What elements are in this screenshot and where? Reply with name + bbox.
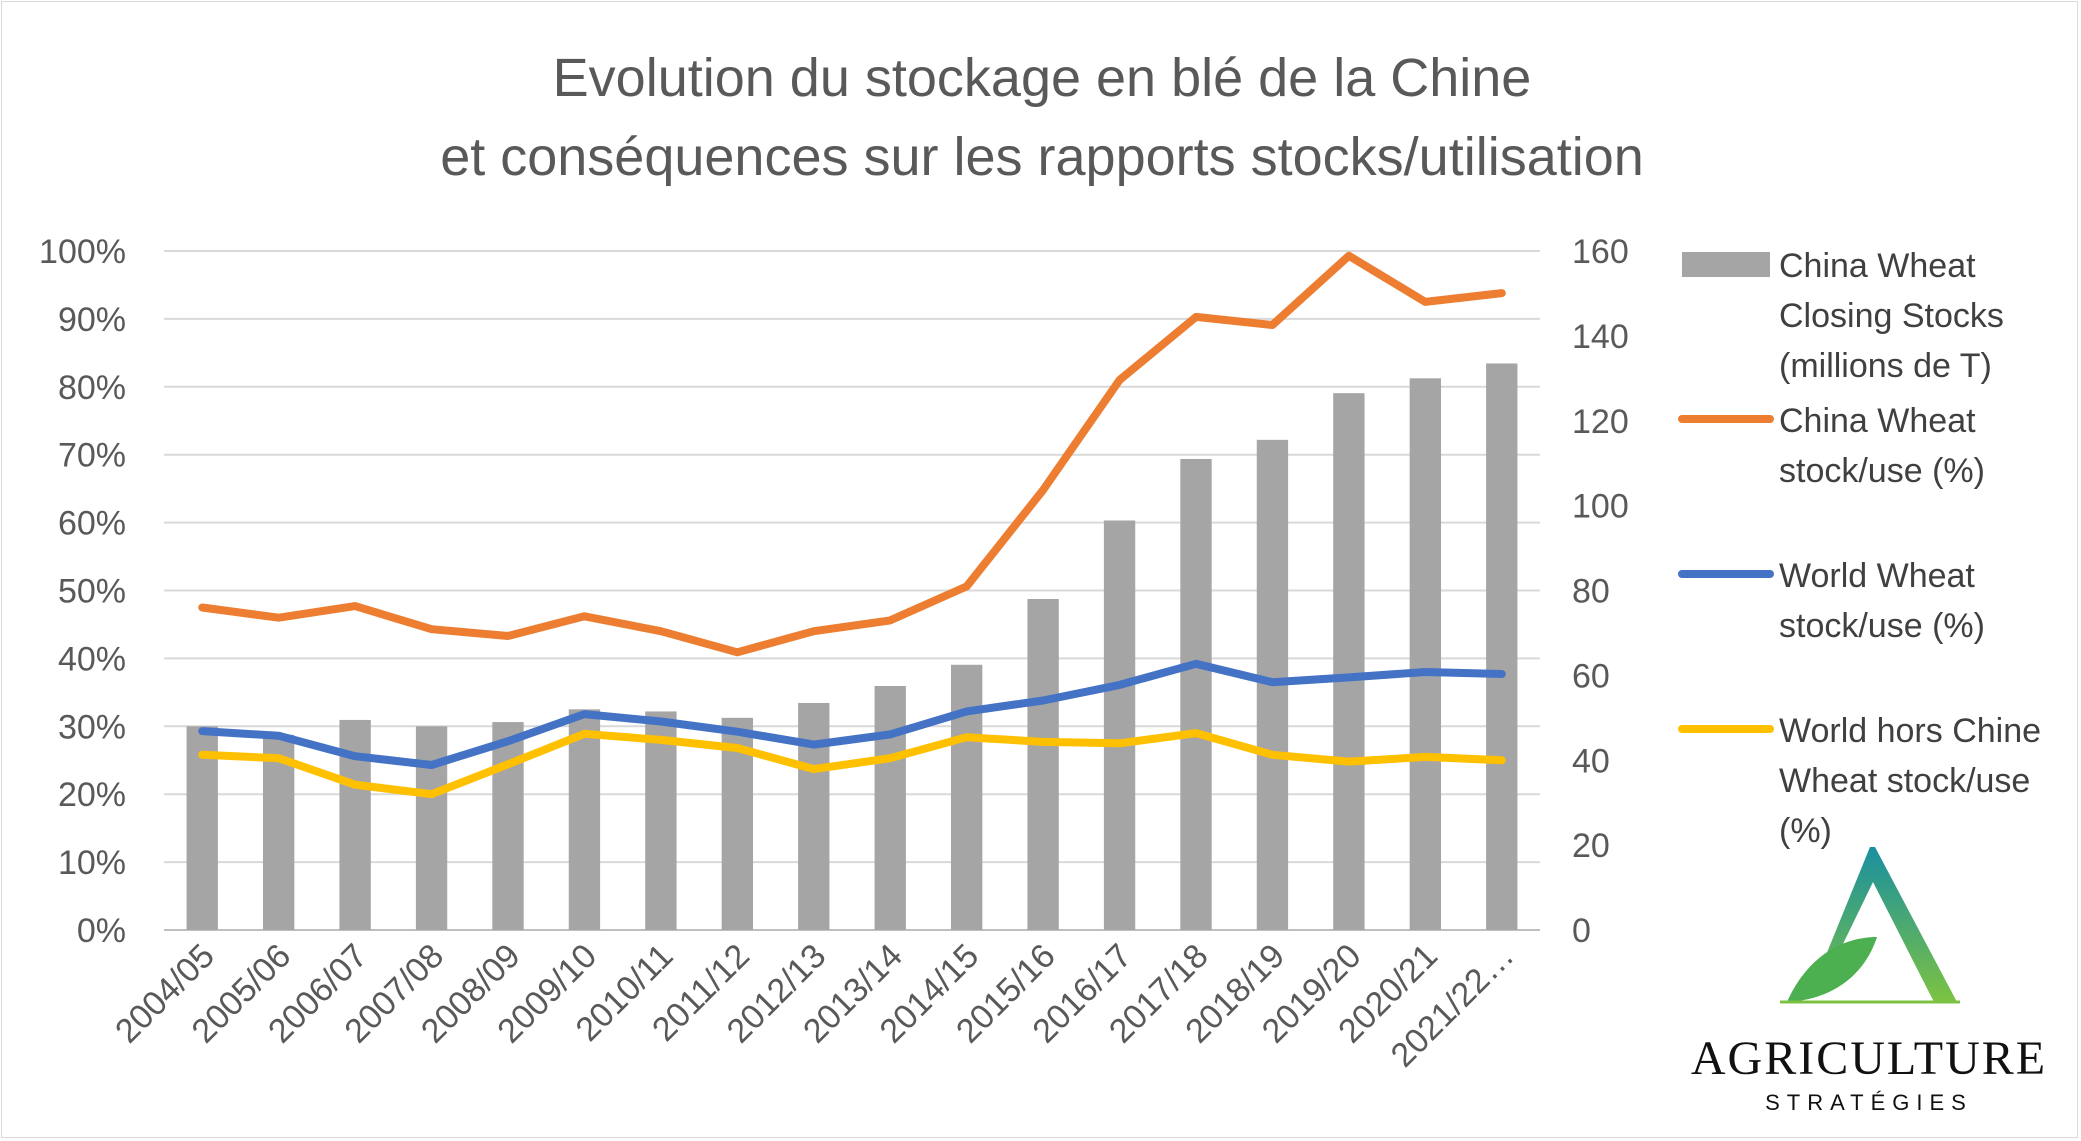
legend-label-china-stock-use-2: stock/use (%)	[1779, 452, 1985, 490]
bar-china-closing-stocks	[1027, 598, 1059, 930]
left-tick-label: 30%	[58, 708, 126, 746]
left-tick-label: 100%	[39, 233, 126, 271]
left-tick-label: 50%	[58, 573, 126, 611]
legend-label-world-ex-china-2: Wheat stock/use	[1779, 762, 2030, 800]
left-tick-label: 80%	[58, 369, 126, 407]
right-tick-label: 20	[1572, 827, 1610, 865]
right-tick-label: 120	[1572, 403, 1629, 441]
right-tick-label: 160	[1572, 233, 1629, 271]
bar-china-closing-stocks	[1486, 363, 1518, 931]
line-series	[198, 251, 1506, 799]
legend-label-world-stock-use-1: World Wheat	[1779, 557, 1975, 595]
bar-series	[186, 363, 1518, 931]
logo-letter-a-mark	[1817, 847, 1957, 1002]
line-world-ex-china-stock-use	[198, 729, 1506, 799]
logo-wordmark: AGRICULTURE	[1691, 1032, 2047, 1085]
right-axis: 0 20 40 60 80 100 120 140 160	[1572, 233, 1629, 950]
right-tick-label: 140	[1572, 318, 1629, 356]
legend-label-china-stock-use-1: China Wheat	[1779, 402, 1976, 440]
right-tick-label: 60	[1572, 657, 1610, 695]
bar-china-closing-stocks	[1409, 378, 1442, 930]
bar-china-closing-stocks	[186, 726, 218, 930]
bar-china-closing-stocks	[568, 709, 601, 930]
left-tick-label: 10%	[58, 844, 126, 882]
chart-title-line-2: et conséquences sur les rapports stocks/…	[440, 127, 1644, 187]
left-tick-label: 20%	[58, 776, 126, 814]
right-tick-label: 40	[1572, 742, 1610, 780]
bar-china-closing-stocks	[874, 685, 906, 930]
left-axis: 0% 10% 20% 30% 40% 50% 60% 70% 80% 90% 100%	[39, 233, 126, 950]
legend-label-world-stock-use-2: stock/use (%)	[1779, 607, 1985, 645]
logo-leaf-icon	[1787, 937, 1877, 1002]
legend-label-world-ex-china-3: (%)	[1779, 812, 1832, 850]
left-tick-label: 90%	[58, 301, 126, 339]
bar-china-closing-stocks	[1103, 520, 1136, 930]
bar-china-closing-stocks	[1180, 458, 1212, 930]
legend-label-bars-1: China Wheat	[1779, 247, 1976, 285]
line-world-stock-use	[198, 659, 1506, 769]
legend: China Wheat Closing Stocks (millions de …	[1678, 247, 2041, 850]
bar-china-closing-stocks	[262, 734, 295, 930]
gridlines	[164, 250, 1540, 931]
legend-label-bars-2: Closing Stocks	[1779, 297, 2004, 335]
bar-china-closing-stocks	[1333, 393, 1365, 930]
legend-label-world-ex-china-1: World hors Chine	[1779, 712, 2041, 750]
legend-label-bars-3: (millions de T)	[1779, 347, 1992, 385]
left-tick-label: 60%	[58, 505, 126, 543]
logo-subtitle: STRATÉGIES	[1765, 1090, 1973, 1115]
left-tick-label: 70%	[58, 437, 126, 475]
left-tick-label: 0%	[77, 912, 126, 950]
right-tick-label: 80	[1572, 573, 1610, 611]
chart-title-line-1: Evolution du stockage en blé de la Chine	[553, 48, 1532, 108]
bar-china-closing-stocks	[798, 702, 830, 930]
bar-china-closing-stocks	[492, 722, 524, 930]
left-tick-label: 40%	[58, 640, 126, 678]
bar-china-closing-stocks	[415, 726, 448, 930]
agriculture-strategies-logo: AGRICULTURE STRATÉGIES	[1691, 847, 2047, 1115]
right-tick-label: 0	[1572, 912, 1591, 950]
legend-swatch-bars	[1682, 252, 1770, 277]
right-tick-label: 100	[1572, 488, 1629, 526]
x-axis: 2004/052005/062006/072007/082008/092009/…	[108, 937, 1521, 1075]
line-china-stock-use	[198, 251, 1506, 657]
bar-china-closing-stocks	[645, 711, 677, 930]
bar-china-closing-stocks	[950, 664, 983, 930]
